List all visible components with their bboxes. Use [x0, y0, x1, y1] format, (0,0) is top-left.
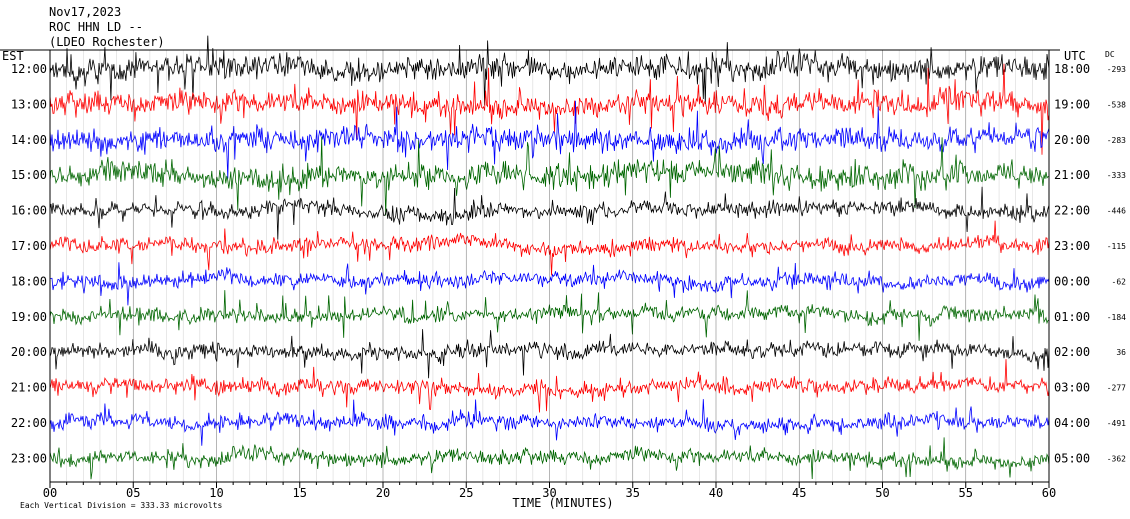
utc-label-6: 00:00 — [1054, 274, 1090, 288]
dc-column-label: DC — [1105, 50, 1115, 59]
utc-label-7: 01:00 — [1054, 310, 1090, 324]
est-label-4: 16:00 — [11, 204, 47, 218]
utc-label-2: 20:00 — [1054, 133, 1090, 147]
dc-value-11: -362 — [1107, 454, 1126, 463]
dc-value-4: -446 — [1107, 207, 1126, 216]
est-label-1: 13:00 — [11, 97, 47, 111]
dc-value-10: -491 — [1107, 419, 1126, 428]
x-tick-label-10: 10 — [209, 486, 223, 500]
x-tick-label-55: 55 — [959, 486, 973, 500]
utc-label-9: 03:00 — [1054, 381, 1090, 395]
est-label-0: 12:00 — [11, 62, 47, 76]
est-label-7: 19:00 — [11, 310, 47, 324]
minute-gridlines — [49, 50, 1050, 488]
utc-label-4: 22:00 — [1054, 204, 1090, 218]
x-tick-label-05: 05 — [126, 486, 140, 500]
dc-value-3: -333 — [1107, 171, 1126, 180]
x-tick-labels: 00 05 10 15 20 25 30 35 40 45 50 55 60 — [43, 486, 1056, 500]
dc-value-5: -115 — [1107, 242, 1126, 251]
header-date: Nov17,2023 — [49, 5, 121, 19]
header-network: (LDEO Rochester) — [49, 35, 165, 49]
utc-label-0: 18:00 — [1054, 62, 1090, 76]
utc-label-11: 05:00 — [1054, 451, 1090, 465]
x-tick-label-40: 40 — [709, 486, 723, 500]
x-tick-label-20: 20 — [376, 486, 390, 500]
x-tick-label-50: 50 — [875, 486, 889, 500]
left-zone-label: EST — [2, 49, 24, 63]
utc-label-1: 19:00 — [1054, 97, 1090, 111]
est-label-11: 23:00 — [11, 451, 47, 465]
dc-value-6: -62 — [1112, 277, 1127, 286]
dc-value-1: -538 — [1107, 100, 1126, 109]
est-hour-labels: 12:00 13:00 14:00 15:00 16:00 17:00 18:00 19:00… — [11, 62, 47, 465]
header-station: ROC HHN LD -- — [49, 20, 143, 34]
dc-value-7: -184 — [1107, 313, 1126, 322]
x-tick-label-30: 30 — [542, 486, 556, 500]
x-tick-label-60: 60 — [1042, 486, 1056, 500]
est-label-5: 17:00 — [11, 239, 47, 253]
plot-frame — [0, 49, 1060, 483]
dc-offset-labels: -293 -538 -283 -333 -446 -115 -62 -184 36 -277 -49… — [1107, 65, 1126, 463]
est-label-6: 18:00 — [11, 274, 47, 288]
utc-label-5: 23:00 — [1054, 239, 1090, 253]
x-tick-label-45: 45 — [792, 486, 806, 500]
utc-hour-labels: 18:00 19:00 20:00 21:00 22:00 23:00 00:00 01:00… — [1054, 62, 1090, 465]
x-tick-label-15: 15 — [293, 486, 307, 500]
dc-value-8: 36 — [1116, 348, 1126, 357]
dc-value-9: -277 — [1107, 384, 1126, 393]
x-axis-label: TIME (MINUTES) — [512, 496, 613, 510]
est-label-3: 15:00 — [11, 168, 47, 182]
right-zone-label: UTC — [1064, 49, 1086, 63]
est-label-10: 22:00 — [11, 416, 47, 430]
est-label-9: 21:00 — [11, 381, 47, 395]
dc-value-0: -293 — [1107, 65, 1126, 74]
est-label-8: 20:00 — [11, 345, 47, 359]
utc-label-8: 02:00 — [1054, 345, 1090, 359]
utc-label-10: 04:00 — [1054, 416, 1090, 430]
utc-label-3: 21:00 — [1054, 168, 1090, 182]
x-tick-label-35: 35 — [626, 486, 640, 500]
dc-value-2: -283 — [1107, 136, 1126, 145]
scale-note: Each Vertical Division = 333.33 microvol… — [20, 501, 222, 510]
x-tick-label-00: 00 — [43, 486, 57, 500]
est-label-2: 14:00 — [11, 133, 47, 147]
x-tick-label-25: 25 — [459, 486, 473, 500]
